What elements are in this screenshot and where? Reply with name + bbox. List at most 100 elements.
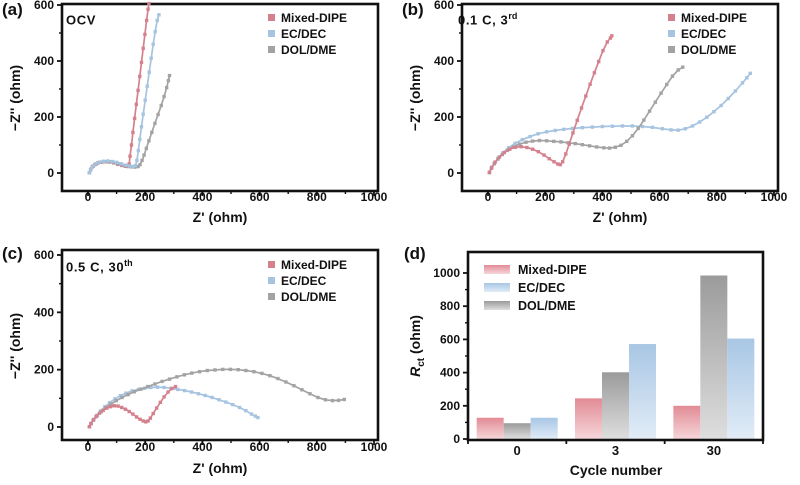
x-tick-label: 600 xyxy=(650,190,670,204)
y-tick-label: 600 xyxy=(34,0,54,12)
legend-item-ec-dec: EC/DEC xyxy=(484,280,587,295)
panel-a-nyquist-ocv: 0 200 400 600 800 1000 0 200 400 600 (a) OCV −Z''… xyxy=(0,0,400,242)
legend-marker-ec-dec xyxy=(268,277,275,284)
legend-label: DOL/DME xyxy=(281,289,337,304)
series-DOL/DME xyxy=(487,65,685,175)
y-tick-label: 400 xyxy=(440,366,460,380)
legend-swatch-ec-dec xyxy=(484,283,510,292)
x-tick-label: 0 xyxy=(85,190,92,204)
bar-Mixed-DIPE-cycle-3 xyxy=(575,398,602,439)
legend-a: Mixed-DIPE EC/DEC DOL/DME xyxy=(268,10,348,57)
category-label: 30 xyxy=(707,443,721,458)
axes: 0 200 400 600 800 1000 0 3 30 xyxy=(433,250,765,458)
series-Mixed-DIPE xyxy=(487,34,614,175)
y-tick-label: 600 xyxy=(440,332,460,346)
legend-marker-ec-dec xyxy=(268,30,275,37)
legend-item-ec-dec: EC/DEC xyxy=(268,26,347,41)
y-tick-label: 200 xyxy=(434,110,454,124)
legend-marker-dol-dme xyxy=(668,46,675,53)
legend-label: EC/DEC xyxy=(518,280,566,295)
y-tick-label: 0 xyxy=(47,420,54,434)
axes: 0 200 400 600 800 1000 0 200 400 600 xyxy=(34,0,388,204)
legend-marker-mixed-dipe xyxy=(668,14,675,21)
series-EC/DEC xyxy=(87,13,161,175)
legend-d: Mixed-DIPE EC/DEC DOL/DME xyxy=(484,262,587,313)
y-tick-label: 200 xyxy=(440,399,460,413)
legend-item-mixed-dipe: Mixed-DIPE xyxy=(268,10,348,25)
category-label: 3 xyxy=(612,443,619,458)
x-tick-label: 600 xyxy=(250,440,270,454)
legend-item-ec-dec: EC/DEC xyxy=(268,274,347,288)
bar-EC/DEC-cycle-0 xyxy=(530,417,558,439)
legend-label: Mixed-DIPE xyxy=(681,10,748,25)
x-tick-label: 1000 xyxy=(361,190,388,204)
legend-item-dol-dme: DOL/DME xyxy=(268,289,347,304)
legend-label: Mixed-DIPE xyxy=(281,257,348,272)
legend-item-dol-dme: DOL/DME xyxy=(484,298,587,313)
x-tick-label: 0 xyxy=(85,440,92,454)
legend-item-mixed-dipe: Mixed-DIPE xyxy=(484,262,587,277)
bar-DOL/DME-cycle-3 xyxy=(602,372,629,439)
y-tick-label: 0 xyxy=(47,166,54,180)
x-tick-label: 800 xyxy=(307,440,327,454)
bar-Mixed-DIPE-cycle-30 xyxy=(673,405,701,439)
y-tick-label: 400 xyxy=(434,54,454,68)
bar-EC/DEC-cycle-30 xyxy=(727,338,755,439)
y-axis-title-c: −Z'' (ohm) xyxy=(7,312,23,380)
legend-item-mixed-dipe: Mixed-DIPE xyxy=(268,257,348,272)
series-DOL/DME xyxy=(87,367,346,429)
x-tick-label: 200 xyxy=(135,440,155,454)
bar-Mixed-DIPE-cycle-0 xyxy=(476,417,504,439)
x-tick-label: 400 xyxy=(192,190,212,204)
bars xyxy=(476,275,755,439)
panel-letter-b: (b) xyxy=(402,0,424,19)
y-tick-label: 1000 xyxy=(433,266,460,280)
y-tick-label: 600 xyxy=(34,248,54,262)
nyquist-plot-01c: 0 200 400 600 800 1000 0 200 400 600 xyxy=(434,0,788,204)
rct-bar-chart: 0 200 400 600 800 1000 0 3 30 xyxy=(433,250,765,458)
x-axis-title-c: Z' (ohm) xyxy=(192,460,248,476)
condition-label-05c-30th: 0.5 C, 30th xyxy=(66,258,133,275)
axes: 0 200 400 600 800 1000 0 200 400 600 xyxy=(434,0,788,204)
panel-letter-a: (a) xyxy=(2,0,23,19)
legend-marker-dol-dme xyxy=(268,46,275,53)
y-tick-label: 200 xyxy=(34,363,54,377)
bar-EC/DEC-cycle-3 xyxy=(629,344,656,439)
y-tick-label: 400 xyxy=(34,305,54,319)
x-tick-label: 600 xyxy=(250,190,270,204)
x-axis-title-a: Z' (ohm) xyxy=(192,209,248,225)
y-tick-label: 800 xyxy=(440,299,460,313)
y-tick-label: 0 xyxy=(453,432,460,446)
x-tick-label: 1000 xyxy=(761,190,788,204)
bar-DOL/DME-cycle-30 xyxy=(700,275,728,439)
legend-swatch-mixed-dipe xyxy=(484,265,510,274)
legend-label: EC/DEC xyxy=(681,26,727,41)
x-tick-label: 800 xyxy=(707,190,727,204)
panel-letter-d: (d) xyxy=(404,244,426,263)
legend-label: EC/DEC xyxy=(281,26,327,41)
x-tick-label: 400 xyxy=(192,440,212,454)
legend-label: DOL/DME xyxy=(518,298,576,313)
x-tick-label: 1000 xyxy=(361,440,388,454)
panel-b-nyquist-01c: 0 200 400 600 800 1000 0 200 400 600 (b) 0.1 C, 3… xyxy=(400,0,800,242)
panel-c-nyquist-05c: 0 200 400 600 800 1000 0 200 400 600 (c) 0.5 C, 3… xyxy=(0,242,400,485)
x-tick-label: 0 xyxy=(485,190,492,204)
legend-swatch-dol-dme xyxy=(484,301,510,310)
legend-b: Mixed-DIPE EC/DEC DOL/DME xyxy=(668,10,748,57)
legend-marker-dol-dme xyxy=(268,293,275,300)
legend-item-dol-dme: DOL/DME xyxy=(668,43,747,57)
y-axis-title-a: −Z'' (ohm) xyxy=(7,64,23,132)
legend-label: DOL/DME xyxy=(281,42,337,57)
nyquist-plot-05c: 0 200 400 600 800 1000 0 200 400 600 xyxy=(34,248,388,454)
y-tick-label: 0 xyxy=(447,166,454,180)
legend-item-dol-dme: DOL/DME xyxy=(268,42,347,57)
y-tick-label: 400 xyxy=(34,54,54,68)
axes: 0 200 400 600 800 1000 0 200 400 600 xyxy=(34,248,388,454)
legend-c: Mixed-DIPE EC/DEC DOL/DME xyxy=(268,257,348,304)
legend-label: Mixed-DIPE xyxy=(518,262,587,277)
x-tick-label: 200 xyxy=(135,190,155,204)
legend-label: Mixed-DIPE xyxy=(281,10,348,25)
x-tick-label: 200 xyxy=(535,190,555,204)
legend-item-ec-dec: EC/DEC xyxy=(668,26,747,41)
